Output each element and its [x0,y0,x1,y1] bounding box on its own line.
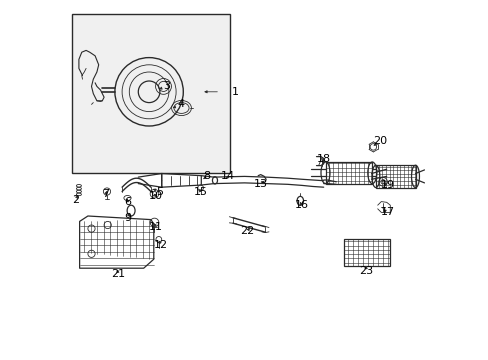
Text: 21: 21 [110,269,124,279]
Text: 13: 13 [253,179,267,189]
Text: 14: 14 [221,171,235,181]
Text: 17: 17 [380,207,394,217]
Text: 10: 10 [149,191,163,201]
Text: 4: 4 [178,99,184,109]
Text: 6: 6 [124,197,131,207]
Text: 16: 16 [294,200,308,210]
Text: 9: 9 [123,213,131,223]
Text: 11: 11 [149,222,163,232]
Text: 19: 19 [380,180,394,190]
Text: 7: 7 [102,189,109,199]
Text: 5: 5 [156,186,163,197]
Bar [343,239,389,266]
Text: 23: 23 [358,266,372,276]
Text: 1: 1 [231,87,239,97]
Text: 3: 3 [163,81,170,91]
Text: 20: 20 [373,136,387,146]
Text: 15: 15 [193,186,207,197]
Text: 8: 8 [203,171,210,181]
Text: 2: 2 [72,195,79,205]
Text: 12: 12 [154,240,168,250]
Bar [72,14,230,173]
Bar [325,162,371,184]
Bar [375,165,415,188]
Text: 18: 18 [316,154,330,164]
Text: 22: 22 [240,226,254,236]
